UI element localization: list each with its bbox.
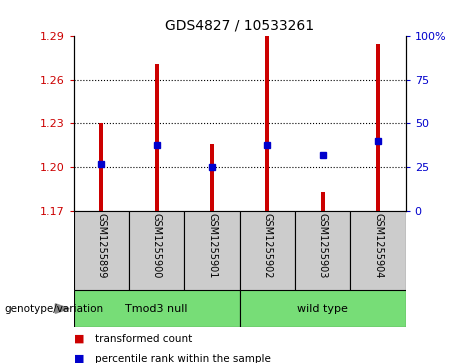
Text: GSM1255904: GSM1255904 xyxy=(373,213,383,278)
Bar xyxy=(210,144,214,211)
Text: GSM1255901: GSM1255901 xyxy=(207,213,217,278)
Text: GSM1255900: GSM1255900 xyxy=(152,213,162,278)
Text: GSM1255899: GSM1255899 xyxy=(96,213,106,278)
Bar xyxy=(266,36,269,211)
Text: GSM1255902: GSM1255902 xyxy=(262,213,272,278)
Text: wild type: wild type xyxy=(297,303,348,314)
Text: transformed count: transformed count xyxy=(95,334,192,344)
Text: genotype/variation: genotype/variation xyxy=(5,303,104,314)
Bar xyxy=(129,211,184,290)
Bar xyxy=(74,211,129,290)
Bar xyxy=(376,44,380,211)
Bar xyxy=(155,64,159,211)
Text: Tmod3 null: Tmod3 null xyxy=(125,303,188,314)
Bar xyxy=(240,211,295,290)
Bar xyxy=(350,211,406,290)
Text: ■: ■ xyxy=(74,334,84,344)
Bar xyxy=(184,211,240,290)
Bar xyxy=(321,192,325,211)
Text: ■: ■ xyxy=(74,354,84,363)
Text: GSM1255903: GSM1255903 xyxy=(318,213,328,278)
Bar xyxy=(240,290,406,327)
Bar xyxy=(295,211,350,290)
Title: GDS4827 / 10533261: GDS4827 / 10533261 xyxy=(165,19,314,32)
Text: percentile rank within the sample: percentile rank within the sample xyxy=(95,354,271,363)
Bar xyxy=(100,123,103,211)
Bar xyxy=(74,290,240,327)
